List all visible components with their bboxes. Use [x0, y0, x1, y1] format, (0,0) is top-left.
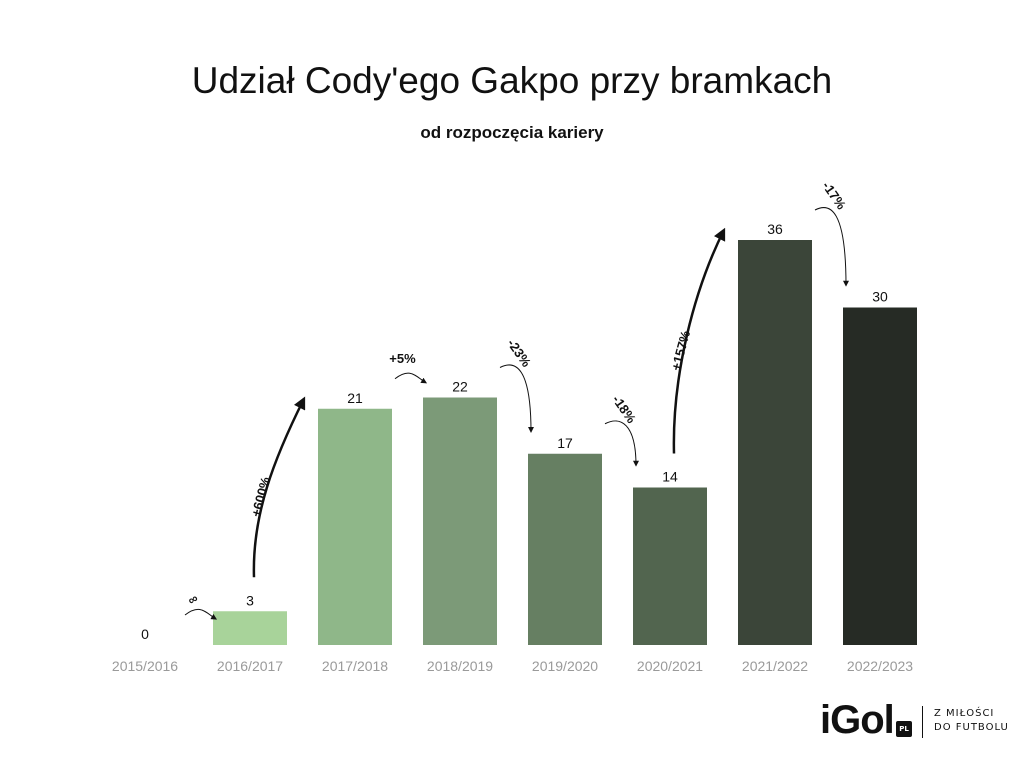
x-tick-label: 2018/2019 — [427, 658, 493, 674]
logo-pl-badge: PL — [896, 721, 912, 737]
change-arrow — [394, 372, 428, 384]
change-arrow — [604, 420, 639, 467]
bar — [633, 487, 707, 645]
bars-group — [213, 240, 917, 645]
data-label: 3 — [246, 592, 254, 608]
x-tick-label: 2020/2021 — [637, 658, 703, 674]
data-label: 36 — [767, 221, 783, 237]
bar — [528, 453, 602, 645]
value-labels-group: 0 3 21 22 17 14 36 30 — [141, 221, 888, 642]
logo-tagline-line1: Z MIŁOŚCI — [934, 708, 995, 719]
data-label: 22 — [452, 379, 468, 395]
change-arrows-group: ∞+600%+5% -23%-18%+157%-17% — [184, 179, 849, 620]
change-arrow — [814, 207, 849, 287]
x-tick-label: 2022/2023 — [847, 658, 913, 674]
x-tick-label: 2019/2020 — [532, 658, 598, 674]
change-arrow — [672, 227, 726, 454]
change-arrow — [184, 608, 218, 620]
data-label: 14 — [662, 469, 678, 485]
bar — [843, 307, 917, 645]
logo-wordmark: iGol — [820, 698, 895, 742]
x-tick-label: 2021/2022 — [742, 658, 808, 674]
chart-title: Udział Cody'ego Gakpo przy bramkach — [191, 60, 833, 101]
x-tick-label: 2015/2016 — [112, 658, 178, 674]
change-label: +157% — [668, 328, 693, 372]
bar — [213, 611, 287, 645]
change-label: +600% — [248, 475, 273, 519]
change-arrow — [252, 396, 306, 578]
logo-divider — [922, 706, 923, 738]
x-tick-labels-group: 2015/2016 2016/2017 2017/2018 2018/2019 2019… — [112, 658, 913, 674]
chart-subtitle: od rozpoczęcia kariery — [420, 123, 604, 142]
bar — [318, 408, 392, 645]
bar — [738, 240, 812, 645]
data-label: 0 — [141, 626, 149, 642]
data-label: 17 — [557, 435, 573, 451]
data-label: 30 — [872, 289, 888, 305]
logo-tagline-line2: DO FUTBOLU — [934, 722, 1009, 733]
x-tick-label: 2016/2017 — [217, 658, 283, 674]
data-label: 21 — [347, 390, 363, 406]
change-arrow — [499, 364, 534, 433]
x-tick-label: 2017/2018 — [322, 658, 388, 674]
igol-logo: iGol PL Z MIŁOŚCI DO FUTBOLU — [820, 698, 1010, 748]
bar — [423, 397, 497, 645]
change-label: ∞ — [185, 590, 201, 608]
change-label: +5% — [389, 351, 416, 366]
